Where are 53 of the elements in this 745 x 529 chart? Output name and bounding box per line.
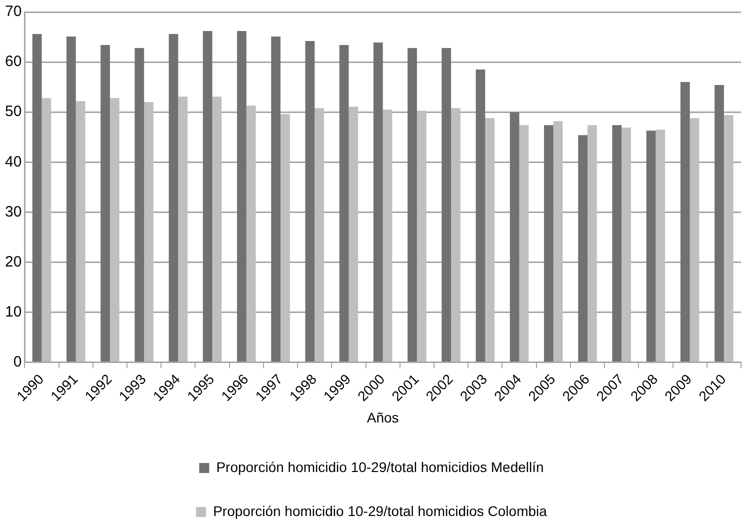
bar	[144, 102, 154, 362]
bar	[212, 96, 222, 362]
bar	[42, 98, 52, 362]
y-tick-label: 30	[4, 203, 22, 220]
bar	[110, 98, 120, 362]
bar	[408, 48, 417, 362]
bar	[66, 36, 76, 362]
bar	[100, 45, 110, 362]
bar	[451, 108, 460, 362]
bar	[237, 31, 246, 362]
bar	[646, 130, 656, 362]
bar	[382, 110, 392, 362]
y-tick-label: 0	[13, 353, 22, 370]
bar	[680, 82, 690, 362]
bar	[280, 114, 290, 362]
bar	[510, 112, 520, 362]
bar	[553, 121, 563, 362]
bar	[76, 101, 86, 362]
legend-label: Proporción homicidio 10-29/total homicidios Colombia	[213, 502, 548, 519]
bar	[305, 41, 315, 362]
x-axis-title: Años	[366, 409, 399, 426]
bar	[32, 34, 42, 362]
bar	[714, 85, 724, 362]
bar	[485, 118, 495, 362]
y-tick-label: 20	[4, 253, 22, 270]
bar	[202, 31, 212, 362]
bar	[612, 125, 622, 362]
bar	[578, 135, 588, 362]
bar	[168, 34, 178, 362]
bar	[271, 36, 281, 362]
bar	[373, 42, 383, 362]
bar	[519, 125, 529, 362]
bar	[246, 106, 256, 362]
bar	[314, 108, 324, 362]
legend-label: Proporción homicidio 10-29/total homicidios Medellín	[216, 458, 544, 475]
y-tick-label: 40	[4, 153, 22, 170]
bar	[134, 48, 144, 362]
bar	[348, 106, 358, 362]
bar	[588, 125, 597, 362]
bar	[544, 125, 554, 362]
y-tick-label: 60	[4, 53, 22, 70]
bar	[178, 96, 188, 362]
bar	[724, 115, 734, 362]
bar	[690, 118, 700, 362]
y-tick-label: 70	[4, 3, 22, 20]
bar	[442, 48, 452, 362]
bar	[416, 110, 426, 362]
bar	[339, 45, 349, 362]
y-tick-label: 50	[4, 103, 22, 120]
bar	[622, 128, 631, 362]
bar	[656, 130, 666, 362]
bar	[476, 70, 486, 362]
y-tick-label: 10	[4, 303, 22, 320]
